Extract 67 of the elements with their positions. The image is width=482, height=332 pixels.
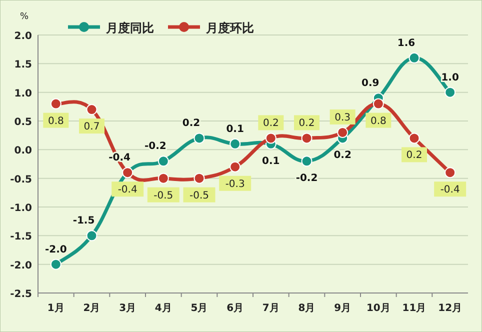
x-tick-label: 7月 [262,303,280,314]
data-label: 0.2 [182,118,200,130]
point [230,161,241,172]
y-tick-label: 2.0 [14,31,32,42]
point [337,126,348,138]
y-axis-title: % [20,12,29,22]
point [86,104,98,116]
data-label: 0.2 [298,118,315,130]
point [301,132,312,144]
data-label: -0.4 [118,184,138,196]
y-tick-label: 1.5 [14,60,32,71]
x-tick-label: 3月 [119,303,136,314]
x-tick-label: 10月 [366,303,390,314]
data-label: 0.1 [262,156,280,167]
point [372,98,384,110]
point [444,86,456,98]
data-label: 1.6 [397,38,416,49]
x-tick-label: 9月 [334,303,352,314]
x-tick-label: 1月 [47,303,64,314]
point [86,230,98,242]
y-tick-label: -2.5 [10,289,32,300]
data-label: -1.5 [72,216,95,227]
data-label: 0.9 [362,78,380,90]
point [230,138,241,150]
point [408,132,420,144]
point [408,52,420,64]
data-label: 1.0 [441,72,459,84]
point [50,258,62,270]
data-label: -0.4 [440,184,460,196]
data-label: 0.8 [370,116,386,127]
data-label: 0.7 [84,122,100,133]
x-tick-label: 12月 [438,303,462,314]
x-tick-label: 5月 [190,303,208,314]
point [301,156,312,167]
data-label: -0.5 [189,190,210,202]
data-label: 0.1 [226,124,244,135]
data-label: 0.3 [334,112,351,124]
x-tick-label: 4月 [154,303,172,314]
y-tick-label: 0.5 [14,117,32,128]
point [158,172,169,184]
point [444,167,456,178]
data-label: -0.2 [296,173,318,184]
x-tick-label: 11月 [402,303,426,314]
data-label: -0.5 [154,190,174,202]
y-tick-label: -0.5 [10,174,32,186]
data-label: 0.2 [406,150,422,162]
data-label: 0.2 [334,150,352,162]
y-tick-label: 0.0 [14,146,32,157]
y-tick-label: -2.0 [10,260,32,272]
x-tick-label: 6月 [226,303,244,314]
data-label: -0.2 [144,141,166,152]
x-tick-label: 8月 [298,303,316,314]
y-tick-label: -1.5 [10,232,32,243]
y-tick-label: 1.0 [14,88,32,100]
data-label: -2.0 [44,244,67,256]
legend-label: 月度环比 [205,21,254,35]
legend-label: 月度同比 [105,21,154,35]
y-tick-label: -1.0 [10,203,32,214]
data-label: 0.8 [48,116,64,127]
point [194,132,205,144]
point [50,98,62,110]
data-label: 0.2 [262,118,279,130]
data-label: -0.3 [225,178,245,190]
point [194,172,205,184]
point [158,156,169,167]
point [265,132,276,144]
x-tick-label: 2月 [83,303,100,314]
